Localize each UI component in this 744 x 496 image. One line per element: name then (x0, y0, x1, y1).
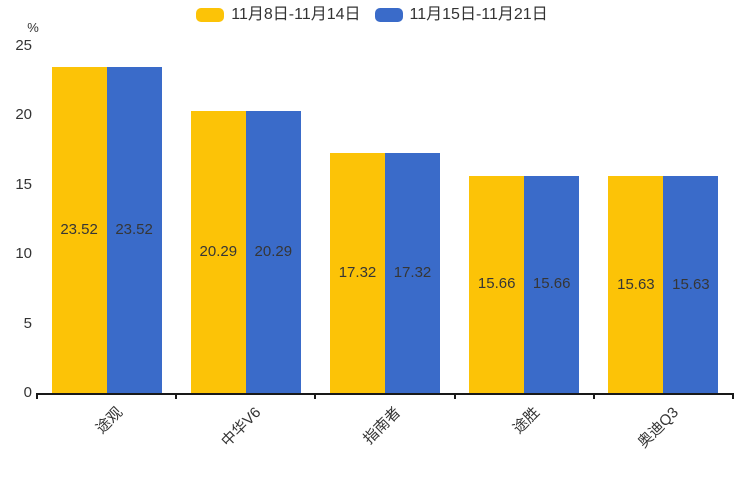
bar-series1-中华V6 (190, 111, 246, 393)
legend-label: 11月15日-11月21日 (409, 6, 548, 23)
bar-value-label: 17.32 (338, 263, 377, 281)
x-axis-tick-mark (453, 393, 456, 399)
x-axis-category-label: 途胜 (509, 404, 544, 438)
bar-value-label: 20.29 (199, 243, 238, 261)
legend-label: 11月8日-11月14日 (231, 6, 361, 23)
x-axis-tick-mark (175, 393, 178, 399)
y-axis-tick-label: 20 (15, 106, 32, 124)
bar-series2-指南者 (385, 152, 440, 393)
y-axis-tick-label: 10 (15, 245, 32, 263)
bar-value-label: 15.63 (617, 275, 655, 293)
x-axis-tick-mark (732, 393, 734, 399)
bar-value-label: 20.29 (254, 243, 293, 261)
bar-value-label: 15.63 (672, 275, 710, 293)
bar-series1-指南者 (330, 152, 385, 393)
x-axis-category-label: 途观 (92, 404, 126, 438)
y-axis-tick-label: 5 (23, 314, 32, 332)
bar-value-label: 15.66 (532, 275, 571, 293)
legend-color-swatch-icon (196, 8, 225, 22)
legend-item[interactable]: 11月8日-11月14日 (196, 6, 361, 23)
bar-value-label: 15.66 (477, 275, 516, 293)
bar-series2-途胜 (524, 175, 580, 393)
x-axis-tick-mark (36, 393, 38, 399)
y-axis-tick-label: 25 (15, 37, 32, 54)
x-axis-category-label: 中华V6 (218, 404, 265, 451)
bar-value-label: 23.52 (115, 220, 153, 238)
bar-value-label: 23.52 (60, 220, 98, 238)
y-axis-unit-label: % (27, 20, 39, 35)
bar-series2-途观 (106, 66, 162, 393)
legend-color-swatch-icon (374, 8, 403, 22)
bar-series2-奥迪Q3 (663, 176, 719, 393)
y-axis-tick-label: 0 (23, 384, 32, 401)
x-axis-tick-mark (314, 393, 317, 399)
legend-item[interactable]: 11月15日-11月21日 (374, 6, 548, 23)
chart-legend: 11月8日-11月14日 11月15日-11月21日 (0, 7, 744, 23)
bar-series1-途胜 (469, 175, 525, 393)
bar-value-label: 17.32 (393, 263, 432, 281)
x-axis-category-label: 奥迪Q3 (635, 404, 683, 452)
x-axis-tick-mark (592, 393, 595, 399)
bar-series2-中华V6 (245, 111, 301, 393)
y-axis-tick-label: 15 (15, 175, 32, 193)
bar-series1-奥迪Q3 (608, 176, 664, 393)
x-axis-line (37, 393, 733, 395)
x-axis-category-label: 指南者 (360, 404, 405, 448)
bar-series1-途观 (51, 66, 107, 393)
